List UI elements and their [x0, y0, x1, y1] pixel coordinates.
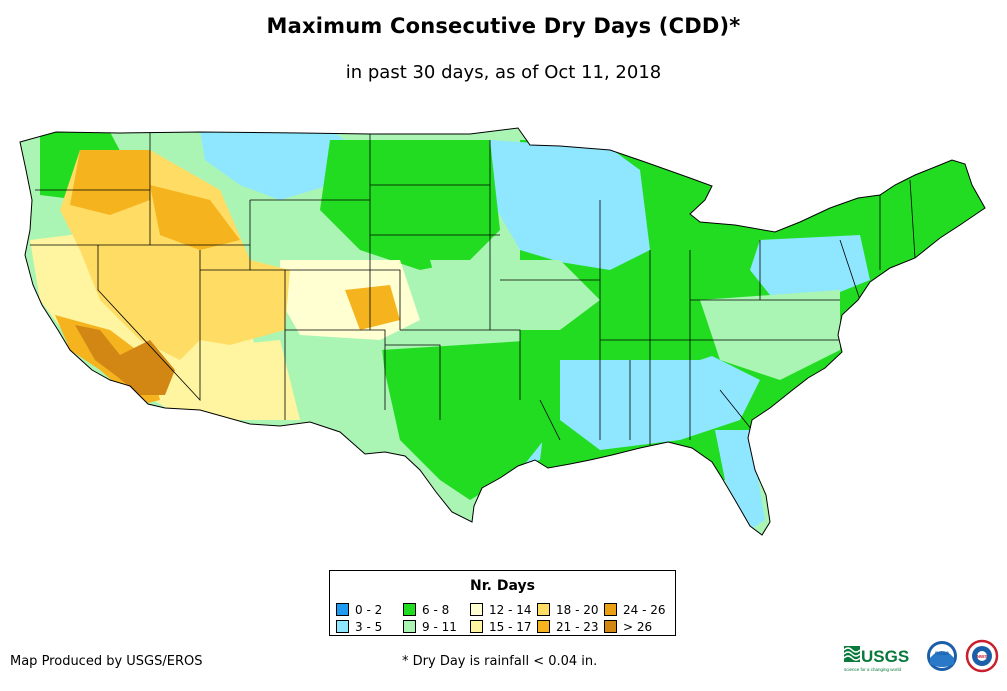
legend-item-24-26: 24 - 26	[604, 601, 671, 618]
noaa-text: noaa	[935, 651, 950, 657]
legend-label: > 26	[623, 619, 653, 634]
legend-item-9-11: 9 - 11	[403, 618, 470, 635]
zone-arizona-12-14	[180, 340, 300, 420]
usgs-logo: USGS science for a changing world	[843, 646, 909, 672]
legend-label: 3 - 5	[355, 619, 383, 634]
zone-florida-3-5	[715, 430, 765, 530]
zone-idaho-21-23	[150, 185, 240, 250]
swatch-21-23	[537, 620, 550, 633]
swatch-6-8	[403, 603, 416, 616]
dry-day-footnote: * Dry Day is rainfall < 0.04 in.	[402, 654, 598, 669]
legend-label: 24 - 26	[623, 602, 666, 617]
swatch-gt-26	[604, 620, 617, 633]
swatch-24-26	[604, 603, 617, 616]
legend-item-gt-26: > 26	[604, 618, 671, 635]
legend-item-0-2: 0 - 2	[336, 601, 403, 618]
agency-logos: USGS science for a changing world noaa N…	[843, 639, 999, 673]
legend-label: 12 - 14	[489, 602, 532, 617]
legend-label: 0 - 2	[355, 602, 383, 617]
zone-co-21-23	[345, 285, 400, 330]
zone-oregon-21-23	[70, 150, 150, 215]
usgs-text: USGS	[861, 647, 909, 666]
legend: Nr. Days 0 - 2 6 - 8 12 - 14 18 - 20 24 …	[329, 570, 676, 636]
legend-item-3-5: 3 - 5	[336, 618, 403, 635]
zone-mid-atlantic-9-11	[700, 290, 840, 380]
swatch-12-14	[470, 603, 483, 616]
legend-title: Nr. Days	[470, 578, 535, 594]
noaa-logo: noaa	[927, 641, 957, 671]
legend-label: 15 - 17	[489, 619, 532, 634]
swatch-0-2	[336, 603, 349, 616]
usgs-tagline: science for a changing world	[844, 667, 902, 672]
legend-label: 9 - 11	[422, 619, 457, 634]
legend-item-6-8: 6 - 8	[403, 601, 470, 618]
swatch-3-5	[336, 620, 349, 633]
zone-socal-gt26	[75, 325, 175, 395]
legend-label: 21 - 23	[556, 619, 599, 634]
state-boundaries	[30, 132, 916, 445]
zone-upper-midwest-3-5	[480, 140, 650, 270]
legend-item-15-17: 15 - 17	[470, 618, 537, 635]
swatch-15-17	[470, 620, 483, 633]
map-subtitle: in past 30 days, as of Oct 11, 2018	[345, 62, 662, 83]
legend-item-12-14: 12 - 14	[470, 601, 537, 618]
zone-great-lakes-3-5	[750, 235, 870, 300]
nws-logo: NWS	[965, 639, 999, 673]
zone-plains-6-8	[320, 140, 500, 270]
zone-southeast-3-5	[560, 350, 760, 450]
legend-item-18-20: 18 - 20	[537, 601, 604, 618]
legend-label: 6 - 8	[422, 602, 450, 617]
swatch-9-11	[403, 620, 416, 633]
zone-kansas-9-11	[430, 260, 600, 330]
legend-label: 18 - 20	[556, 602, 599, 617]
map-title: Maximum Consecutive Dry Days (CDD)*	[266, 14, 741, 38]
swatch-18-20	[537, 603, 550, 616]
nws-text: NWS	[977, 654, 988, 659]
legend-item-21-23: 21 - 23	[537, 618, 604, 635]
map-credit: Map Produced by USGS/EROS	[10, 654, 203, 669]
zone-montana-3-5	[200, 130, 360, 200]
legend-grid: 0 - 2 6 - 8 12 - 14 18 - 20 24 - 26 3 - …	[336, 601, 671, 635]
zone-texas-6-8	[380, 340, 560, 500]
